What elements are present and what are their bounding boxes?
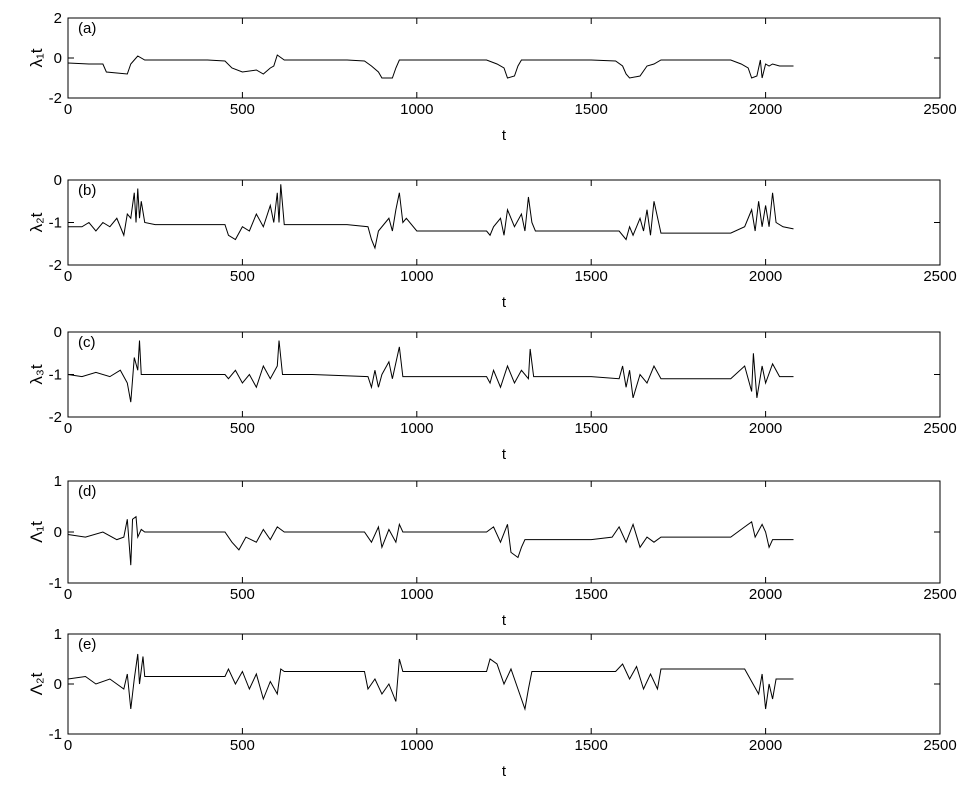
y-axis-label: Λ₁t bbox=[27, 521, 46, 543]
data-line bbox=[67, 653, 794, 711]
x-axis-label: t bbox=[502, 763, 507, 780]
y-tick-label: -1 bbox=[49, 215, 62, 232]
x-tick-label: 2000 bbox=[749, 268, 782, 285]
x-tick-label: 1500 bbox=[575, 101, 608, 118]
x-axis-label: t bbox=[502, 612, 507, 629]
y-axis-label: λ₂t bbox=[27, 212, 46, 232]
panel-label: (e) bbox=[78, 636, 96, 653]
x-tick-label: 1000 bbox=[400, 268, 433, 285]
y-tick-label: -2 bbox=[49, 90, 62, 107]
plot-frame bbox=[67, 17, 941, 99]
x-tick-label: 500 bbox=[230, 268, 255, 285]
x-tick-label: 2500 bbox=[923, 420, 956, 437]
y-tick-label: 0 bbox=[54, 50, 62, 67]
x-tick-label: 1000 bbox=[400, 737, 433, 754]
panel-label: (d) bbox=[78, 483, 96, 500]
x-tick-label: 0 bbox=[64, 268, 72, 285]
x-tick-label: 1000 bbox=[400, 101, 433, 118]
y-tick-label: -2 bbox=[49, 409, 62, 426]
panel-label: (a) bbox=[78, 20, 96, 37]
y-tick-label: 1 bbox=[54, 626, 62, 643]
x-tick-label: 1500 bbox=[575, 420, 608, 437]
x-tick-label: 2500 bbox=[923, 101, 956, 118]
x-tick-label: 2500 bbox=[923, 737, 956, 754]
x-tick-label: 0 bbox=[64, 101, 72, 118]
y-tick-label: -2 bbox=[49, 257, 62, 274]
x-tick-label: 2500 bbox=[923, 586, 956, 603]
panel-label: (b) bbox=[78, 182, 96, 199]
x-tick-label: 0 bbox=[64, 737, 72, 754]
y-tick-label: 2 bbox=[54, 10, 62, 27]
x-tick-label: 500 bbox=[230, 101, 255, 118]
x-tick-label: 500 bbox=[230, 737, 255, 754]
x-axis-label: t bbox=[502, 294, 507, 311]
y-axis-label: λ₃t bbox=[27, 364, 46, 384]
y-tick-label: -1 bbox=[49, 575, 62, 592]
y-tick-label: -1 bbox=[49, 367, 62, 384]
x-axis-label: t bbox=[502, 127, 507, 144]
data-line bbox=[67, 515, 794, 566]
x-tick-label: 2500 bbox=[923, 268, 956, 285]
x-tick-label: 2000 bbox=[749, 586, 782, 603]
x-tick-label: 500 bbox=[230, 586, 255, 603]
panel-label: (c) bbox=[78, 334, 96, 351]
x-tick-label: 2000 bbox=[749, 420, 782, 437]
x-tick-label: 500 bbox=[230, 420, 255, 437]
y-tick-label: 0 bbox=[54, 676, 62, 693]
x-tick-label: 0 bbox=[64, 586, 72, 603]
x-tick-label: 2000 bbox=[749, 737, 782, 754]
data-line bbox=[67, 340, 794, 403]
plot-frame bbox=[67, 179, 941, 266]
x-tick-label: 1500 bbox=[575, 737, 608, 754]
x-tick-label: 1500 bbox=[575, 586, 608, 603]
data-line bbox=[68, 184, 794, 250]
y-axis-label: λ₁t bbox=[27, 48, 46, 67]
x-tick-label: 2000 bbox=[749, 101, 782, 118]
data-line bbox=[67, 54, 794, 79]
y-tick-label: 0 bbox=[54, 324, 62, 341]
x-tick-label: 1500 bbox=[575, 268, 608, 285]
y-axis-label: Λ₂t bbox=[27, 672, 46, 695]
y-tick-label: 0 bbox=[54, 172, 62, 189]
y-tick-label: 1 bbox=[54, 473, 62, 490]
y-tick-label: -1 bbox=[49, 726, 62, 743]
y-tick-label: 0 bbox=[54, 524, 62, 541]
x-tick-label: 0 bbox=[64, 420, 72, 437]
x-tick-label: 1000 bbox=[400, 420, 433, 437]
x-axis-label: t bbox=[502, 446, 507, 463]
x-tick-label: 1000 bbox=[400, 586, 433, 603]
